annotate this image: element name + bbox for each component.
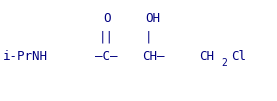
Text: O: O [103, 12, 111, 25]
Text: OH: OH [145, 12, 160, 25]
Text: CH—: CH— [142, 50, 165, 63]
Text: Cl: Cl [231, 50, 246, 63]
Text: —C—: —C— [95, 50, 118, 63]
Text: |: | [144, 31, 152, 44]
Text: i-PrNH: i-PrNH [3, 50, 48, 63]
Text: CH: CH [199, 50, 214, 63]
Text: ||: || [99, 31, 114, 44]
Text: 2: 2 [222, 58, 227, 68]
